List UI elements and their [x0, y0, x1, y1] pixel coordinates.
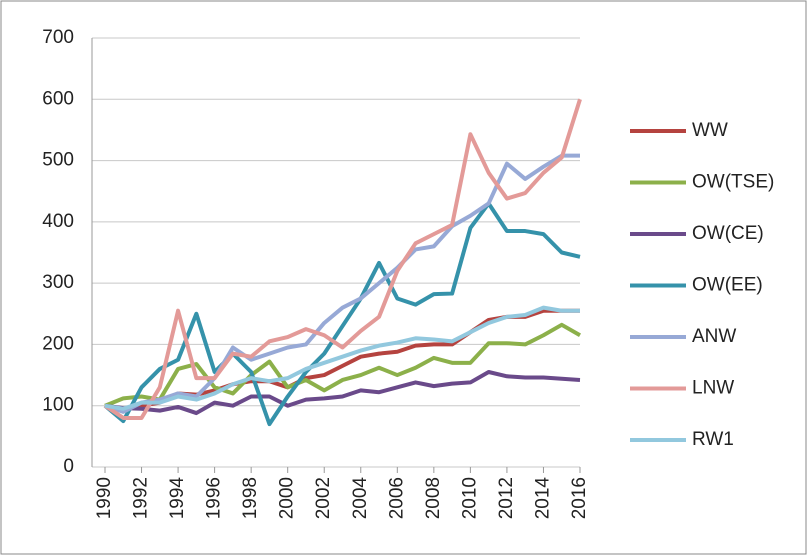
- y-tick-label: 0: [63, 456, 74, 477]
- y-tick-label: 400: [42, 211, 74, 232]
- legend-label: RW1: [692, 429, 734, 450]
- series-line: [104, 370, 581, 416]
- x-tick-label: 2016: [569, 477, 590, 519]
- series-line: [104, 322, 581, 408]
- y-tick-label: 300: [42, 272, 74, 293]
- x-tick-label: 2000: [277, 477, 298, 519]
- legend-label: ANW: [692, 326, 736, 347]
- legend-label: OW(CE): [692, 223, 764, 244]
- x-tick-label: 2004: [350, 477, 371, 520]
- x-tick-label: 1992: [131, 477, 152, 519]
- x-tick-label: 2008: [423, 477, 444, 519]
- x-tick-label: 2012: [496, 477, 517, 519]
- x-tick-label: 1996: [204, 477, 225, 519]
- x-tick-label: 1994: [167, 477, 188, 520]
- x-tick-label: 1998: [240, 477, 261, 519]
- series-line: [103, 98, 582, 420]
- y-tick-label: 500: [42, 150, 74, 171]
- x-tick-label: 2014: [532, 477, 553, 520]
- legend-label: LNW: [692, 378, 734, 399]
- x-tick-label: 1990: [94, 477, 115, 519]
- series-line: [104, 305, 580, 411]
- y-tick-label: 700: [42, 27, 74, 48]
- y-tick-label: 100: [42, 395, 74, 416]
- x-tick-label: 2006: [386, 477, 407, 519]
- y-tick-label: 200: [42, 333, 74, 354]
- x-tick-label: 2002: [313, 477, 334, 519]
- x-tick-label: 2010: [459, 477, 480, 519]
- legend-label: WW: [692, 120, 728, 141]
- y-tick-label: 600: [42, 88, 74, 109]
- series-line: [103, 201, 581, 427]
- legend-label: OW(EE): [692, 275, 763, 296]
- legend-label: OW(TSE): [692, 172, 774, 193]
- series-line: [104, 153, 580, 414]
